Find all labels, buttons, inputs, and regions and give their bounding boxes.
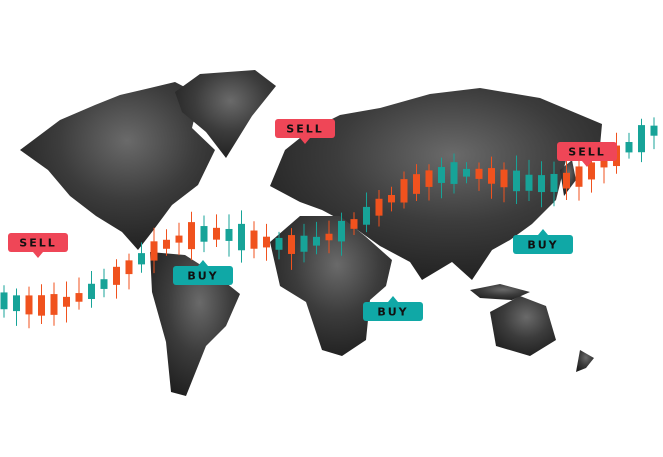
- badge-label: SELL: [286, 123, 323, 136]
- badge-label: BUY: [527, 239, 558, 252]
- candle-body: [575, 166, 583, 187]
- candle-body: [563, 172, 570, 189]
- greenland: [175, 70, 276, 158]
- badge-box: [8, 233, 68, 252]
- candle-body: [450, 162, 458, 184]
- badge-box: [275, 119, 335, 138]
- badge-pointer: [198, 260, 208, 266]
- candle-body: [500, 169, 508, 188]
- candle-body: [375, 198, 383, 216]
- candle-body: [513, 170, 520, 192]
- candlesticks: [0, 117, 658, 329]
- candle-body: [188, 222, 195, 250]
- badge-label: SELL: [19, 237, 56, 250]
- candle-body: [538, 175, 545, 193]
- badge-label: BUY: [187, 270, 218, 283]
- candle-body: [63, 296, 70, 307]
- badge-label: BUY: [377, 306, 408, 319]
- candle-body: [25, 295, 33, 315]
- candle-body: [525, 174, 533, 191]
- world-map: [20, 70, 602, 396]
- candle-body: [213, 227, 220, 240]
- australia: [490, 296, 556, 356]
- candle-body: [263, 236, 270, 248]
- candle-body: [150, 241, 158, 261]
- candle-body: [100, 279, 108, 289]
- candle-body: [588, 162, 595, 180]
- candle-body: [600, 160, 608, 168]
- badge-box: [363, 302, 423, 321]
- trade-badges: SELL SELL SELL BUY BUY BUY: [8, 119, 617, 321]
- badge: BUY: [173, 260, 233, 285]
- candle-body: [650, 125, 658, 136]
- candle-body: [350, 219, 358, 229]
- candle-body: [475, 168, 483, 179]
- candle-body: [363, 206, 370, 225]
- candle-body: [88, 283, 95, 300]
- candle-body: [200, 226, 208, 242]
- candle-body: [238, 223, 245, 251]
- badge: SELL: [275, 119, 335, 144]
- candle-body: [325, 233, 333, 241]
- badge: SELL: [557, 142, 617, 167]
- candle-body: [338, 220, 345, 242]
- badge-box: [173, 266, 233, 285]
- north-america: [20, 82, 215, 250]
- badge-pointer: [300, 138, 310, 144]
- candle-body: [300, 235, 308, 252]
- badge-pointer: [388, 296, 398, 302]
- candle-body: [550, 173, 558, 192]
- southeast-asia-islands: [470, 284, 530, 300]
- candle-body: [425, 170, 433, 187]
- candle-body: [13, 295, 20, 312]
- candle-body: [488, 168, 495, 184]
- badge: BUY: [363, 296, 423, 321]
- badge-box: [513, 235, 573, 254]
- badge: SELL: [8, 233, 68, 258]
- candle-body: [250, 230, 258, 249]
- badge-pointer: [33, 252, 43, 258]
- candle-body: [175, 235, 183, 243]
- candle-body: [288, 235, 295, 254]
- badge: BUY: [513, 229, 573, 254]
- badge-pointer: [582, 161, 592, 167]
- candle-body: [625, 142, 633, 153]
- candle-body: [275, 237, 283, 250]
- candle-body: [638, 125, 645, 153]
- south-america: [150, 252, 240, 396]
- badge-label: SELL: [568, 146, 605, 159]
- badge-pointer: [538, 229, 548, 235]
- candle-body: [113, 266, 120, 285]
- candle-body: [388, 194, 395, 203]
- candle-body: [125, 260, 133, 275]
- candle-body: [138, 253, 145, 265]
- eurasia: [270, 88, 602, 280]
- candle-body: [50, 294, 58, 315]
- new-zealand: [576, 350, 594, 372]
- badge-box: [557, 142, 617, 161]
- candle-body: [75, 293, 83, 302]
- candle-body: [225, 228, 233, 241]
- candle-body: [38, 295, 45, 316]
- candle-body: [0, 292, 8, 310]
- candle-body: [313, 236, 320, 246]
- candle-body: [438, 167, 445, 183]
- candle-body: [400, 179, 408, 203]
- candle-body: [163, 239, 170, 249]
- candle-body: [413, 174, 420, 194]
- candle-body: [463, 168, 470, 177]
